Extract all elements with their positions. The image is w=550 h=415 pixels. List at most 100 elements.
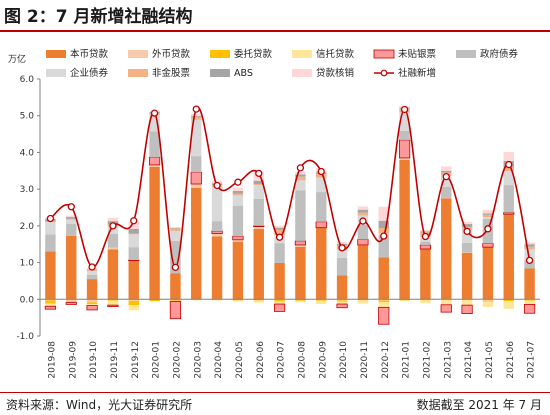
legend-label-fx_loans: 外币贷款 [152, 48, 191, 60]
legend-label-entrusted: 委托贷款 [234, 48, 273, 60]
legend-label-abs: ABS [234, 68, 253, 79]
tsf-point-2020-11 [359, 217, 367, 225]
bar-write_off-2019-11 [107, 217, 119, 222]
bar-write_off-2020-07 [274, 225, 285, 228]
bar-undiscounted_bills-2020-07 [273, 303, 286, 312]
bar-entrusted-2021-02 [420, 299, 431, 301]
legend-label-trust: 信托贷款 [316, 48, 355, 60]
bar-trust-2019-11 [107, 300, 119, 306]
x-tick-label: 2021-05 [485, 341, 495, 379]
tsf-point-2019-12 [130, 217, 138, 225]
legend-label-tsf_line: 社融新增 [398, 67, 436, 79]
bar-undiscounted_bills-2020-09 [315, 221, 327, 229]
bar-fx_loans-2019-10 [86, 299, 98, 303]
bar-write_off-2021-05 [482, 209, 494, 214]
bar-trust-2021-06 [503, 301, 514, 309]
bar-trust-2019-12 [128, 305, 139, 311]
bar-undiscounted_bills-2019-09 [65, 302, 77, 305]
bar-abs-2020-07 [274, 227, 285, 230]
tsf-point-2020-04 [213, 181, 221, 190]
bar-entrusted-2021-07 [524, 300, 535, 301]
bar-write_off-2019-09 [66, 215, 77, 218]
bar-gov_bonds-2019-12 [128, 247, 139, 261]
bar-rmb_loans-2020-07 [274, 262, 285, 300]
bar-undiscounted_bills-2021-02 [419, 244, 432, 250]
footer-rule [0, 392, 550, 393]
bar-write_off-2020-10 [336, 241, 348, 244]
bar-undiscounted_bills-2021-06 [503, 212, 515, 215]
x-tick-label: 2020-04 [214, 341, 224, 379]
legend-label-undiscounted_bills: 未贴银票 [398, 48, 437, 60]
x-tick-label: 2021-06 [506, 341, 516, 379]
bar-fx_loans-2020-12 [378, 299, 389, 301]
bar-gov_bonds-2019-10 [86, 274, 98, 280]
bar-fx_loans-2021-05 [482, 299, 494, 301]
bar-gov_bonds-2020-01 [149, 131, 160, 158]
bar-fx_loans-2020-04 [211, 233, 223, 237]
bar-undiscounted_bills-2020-06 [253, 225, 265, 227]
bar-entrusted-2019-10 [86, 302, 98, 305]
bar-gov_bonds-2020-03 [191, 156, 202, 173]
bar-corp_bonds-2020-09 [316, 177, 327, 193]
tsf-point-2019-08 [46, 214, 55, 223]
bar-entrusted-2020-06 [253, 299, 264, 301]
bar-gov_bonds-2021-01 [399, 130, 410, 140]
bar-fx_loans-2021-04 [461, 252, 473, 253]
bar-abs-2019-09 [66, 217, 77, 219]
bar-corp_bonds-2021-01 [399, 112, 410, 131]
bar-write_off-2021-06 [503, 152, 514, 161]
bar-undiscounted_bills-2020-05 [232, 235, 244, 241]
bar-write_off-2021-04 [461, 221, 473, 225]
bar-rmb_loans-2020-08 [295, 246, 306, 300]
bar-rmb_loans-2020-03 [191, 187, 202, 300]
bar-rmb_loans-2019-09 [66, 235, 77, 300]
bar-corp_bonds-2021-07 [524, 249, 535, 261]
title-rule [0, 30, 550, 32]
y-tick-label: 4.0 [20, 148, 35, 158]
bar-gov_bonds-2021-07 [524, 260, 535, 269]
x-tick-label: 2019-08 [47, 341, 57, 379]
x-tick-label: 2021-03 [443, 341, 453, 379]
x-tick-label: 2020-06 [256, 341, 266, 379]
bar-trust-2019-08 [45, 303, 56, 307]
legend-label-write_off: 贷款核销 [316, 67, 355, 79]
x-tick-label: 2020-08 [297, 341, 307, 379]
bar-write_off-2021-07 [524, 242, 535, 245]
tsf-point-2021-03 [442, 173, 450, 181]
bar-undiscounted_bills-2020-02 [169, 301, 182, 320]
bar-fx_loans-2020-03 [191, 184, 202, 188]
bar-gov_bonds-2020-06 [253, 198, 264, 226]
legend-swatch-rmb_loans [46, 50, 66, 58]
bar-undiscounted_bills-2020-04 [211, 230, 223, 234]
bar-trust-2021-04 [461, 299, 473, 306]
x-tick-label: 2019-09 [68, 341, 78, 379]
legend-label-corp_bonds: 企业债券 [70, 67, 109, 79]
bar-gov_bonds-2021-02 [420, 241, 431, 245]
tsf-point-2019-10 [88, 263, 96, 271]
bar-non_fin_equity-2019-09 [66, 218, 77, 220]
tsf-point-2020-03 [192, 105, 200, 113]
bar-gov_bonds-2019-11 [107, 233, 119, 248]
bar-rmb_loans-2020-01 [149, 166, 160, 300]
bar-fx_loans-2020-10 [336, 299, 348, 301]
bar-fx_loans-2020-01 [149, 164, 160, 167]
bar-corp_bonds-2019-10 [86, 271, 98, 275]
bar-non_fin_equity-2020-11 [357, 212, 369, 216]
bar-rmb_loans-2019-08 [45, 251, 56, 300]
bar-non_fin_equity-2020-12 [378, 228, 389, 234]
bar-fx_loans-2020-05 [232, 239, 244, 242]
bar-corp_bonds-2021-06 [503, 171, 514, 186]
bar-gov_bonds-2020-08 [295, 190, 306, 241]
bar-write_off-2020-12 [378, 206, 389, 221]
x-tick-label: 2020-02 [172, 341, 182, 379]
bar-entrusted-2020-09 [316, 299, 327, 301]
bar-rmb_loans-2020-04 [211, 236, 223, 300]
x-tick-label: 2021-01 [402, 341, 412, 379]
chart-title: 图 2：7 月新增社融结构 [4, 7, 193, 27]
bars-layer [44, 106, 536, 325]
bar-trust-2019-10 [86, 304, 98, 306]
bar-abs-2020-05 [232, 190, 244, 194]
bar-corp_bonds-2020-02 [170, 230, 181, 241]
tsf-point-2020-05 [234, 178, 242, 186]
legend-swatch-non_fin_equity [128, 69, 148, 77]
